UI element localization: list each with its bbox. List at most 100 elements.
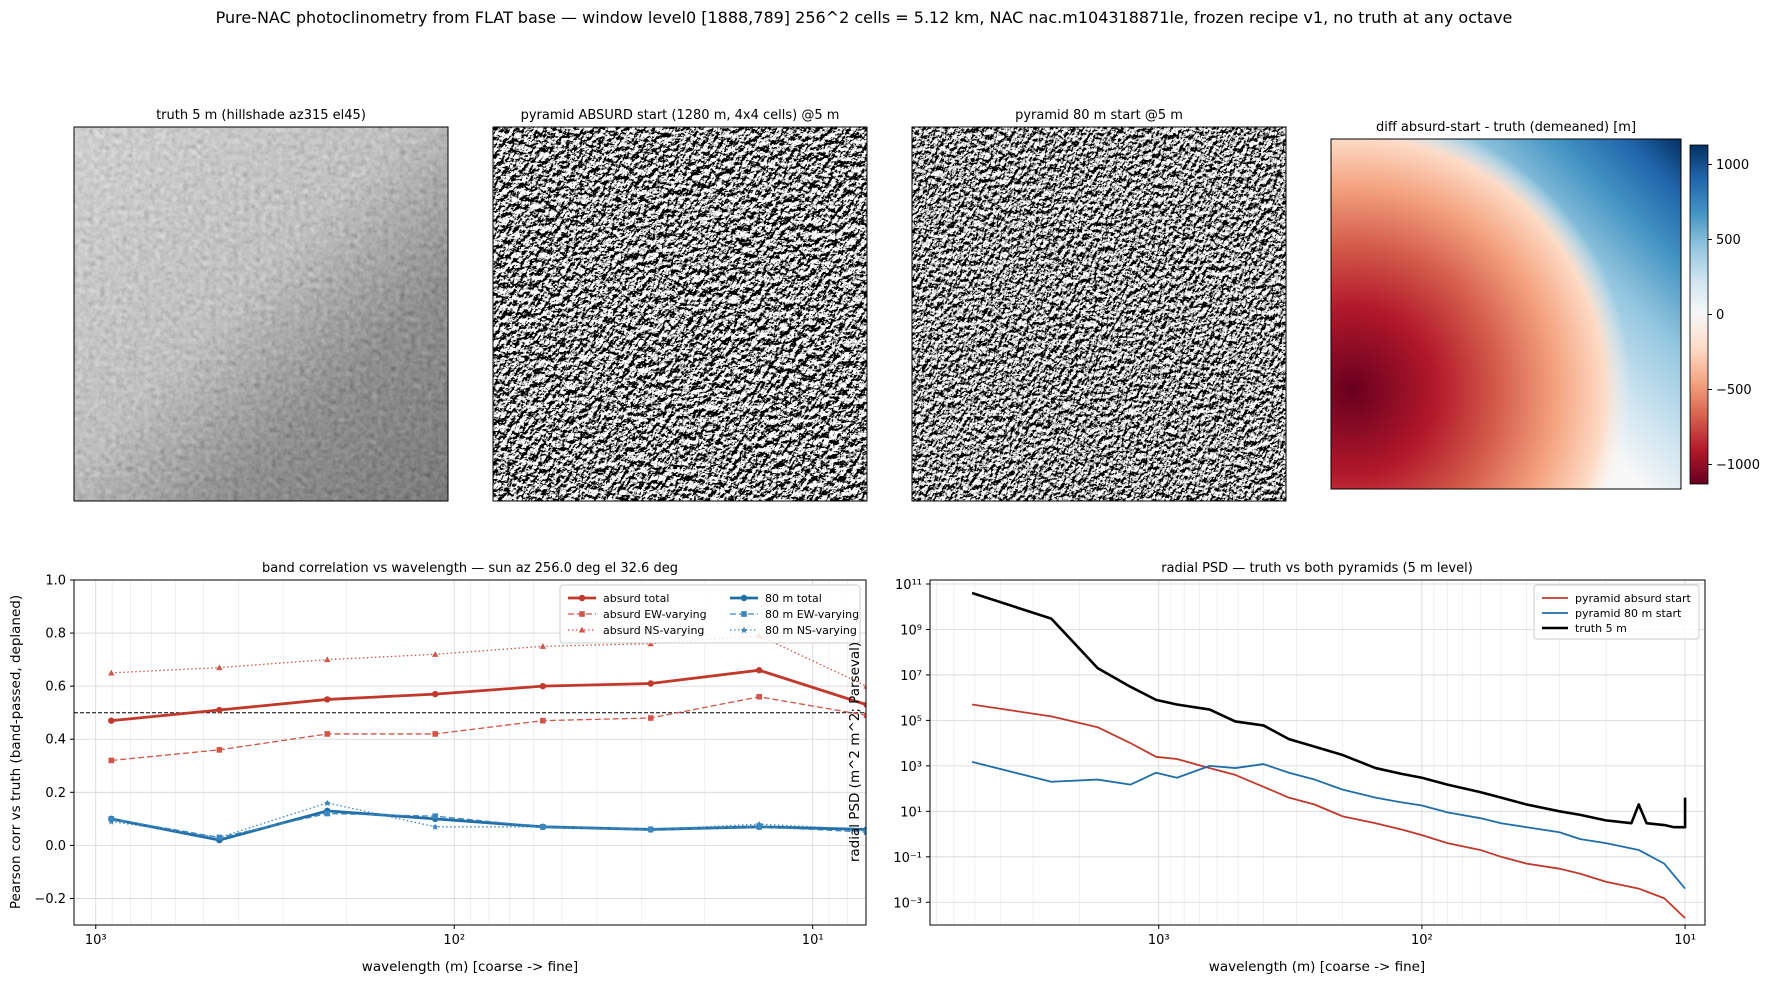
corr-point [863,684,866,689]
corr-point [647,715,654,721]
psd-y-tick-label: 10⁻³ [893,896,922,911]
corr-point [756,693,762,700]
corr-point [863,827,866,833]
corr-legend-label: 80 m NS-varying [765,624,857,637]
psd-grid [930,580,1705,925]
psd-y-tick-label: 10¹ [900,805,922,820]
corr-point [108,818,115,825]
corr-plot-area [108,632,866,844]
psd-legend: pyramid absurd start pyramid 80 m start tr… [1533,584,1700,640]
psd-chart: 10¹¹ 10⁹ 10⁷ 10⁵ 10³ 10¹ 10⁻¹ 10⁻³ 10³ 10² 10¹ pyra… [893,578,1706,948]
corr-x-tick-label: 10² [443,933,465,948]
psd-legend-label: truth 5 m [1575,622,1627,635]
corr-point [324,656,331,663]
corr-point [756,824,762,830]
psd-series-line [971,760,1686,890]
corr-y-tick-label: 1.0 [45,574,66,589]
corr-point [540,717,546,724]
suptitle: Pure-NAC photoclinometry from FLAT base … [216,8,1513,27]
diff-panel-title: diff absurd-start - truth (demeaned) [m] [1376,120,1636,135]
psd-plot-area [971,591,1687,919]
corr-point [216,664,223,671]
start80-panel-title: pyramid 80 m start @5 m [1015,108,1183,123]
diff-colorbar [1689,144,1709,485]
corr-y-tick-label: 0.0 [45,839,66,854]
corr-series-line [111,802,866,839]
psd-legend-label: pyramid 80 m start [1575,607,1682,620]
corr-series-line [111,812,866,839]
corr-legend-marker [741,611,747,617]
corr-point [108,717,115,724]
corr-point [539,682,547,690]
psd-ylabel: radial PSD (m^2 m^2; Parseval) [847,642,863,862]
psd-y-tick-label: 10⁹ [900,623,922,638]
corr-legend-box [559,584,861,644]
diff-colorbar-ticks: 1000 500 0 −500 −1000 [1708,158,1760,473]
colorbar-tick-label: 500 [1716,233,1741,248]
psd-y-tick-label: 10¹¹ [895,578,922,593]
corr-point [539,823,547,831]
psd-y-tick-label: 10⁻¹ [893,851,922,866]
corr-point [863,712,866,719]
corr-chart: −0.2 0.0 0.2 0.4 0.6 0.8 1.0 10³ 10² 10¹ absurd to… [34,574,867,948]
corr-point [108,669,115,676]
psd-y-tick-label: 10³ [900,760,922,775]
psd-series-line [971,703,1686,919]
psd-x-tick-label: 10³ [1148,933,1170,948]
colorbar-tick-label: 1000 [1716,158,1749,173]
corr-xlabel: wavelength (m) [coarse -> fine] [362,959,578,975]
corr-point [647,680,654,687]
corr-legend-marker [740,594,748,602]
corr-series-line [111,696,866,762]
truth-panel-title: truth 5 m (hillshade az315 el45) [156,108,366,123]
corr-point [324,810,331,817]
corr-point [431,690,439,698]
corr-point [432,731,438,737]
psd-series-line [971,591,1687,829]
corr-point [216,706,223,714]
psd-axes-frame [929,579,1706,926]
corr-axes-frame [73,579,867,926]
corr-x-tick-label: 10³ [85,933,107,948]
psd-y-tick-label: 10⁵ [900,714,922,729]
corr-point [755,820,763,828]
psd-xlabel: wavelength (m) [coarse -> fine] [1209,959,1425,975]
corr-point [108,757,115,764]
psd-x-tick-label: 10¹ [1674,933,1696,948]
corr-x-tick-label: 10¹ [802,933,824,948]
corr-legend-label: absurd total [603,592,669,605]
psd-chart-title: radial PSD — truth vs both pyramids (5 m… [1161,561,1473,576]
corr-point [755,667,763,674]
start80-hillshade-image [911,126,1287,502]
corr-series-line [111,668,866,723]
corr-point [216,834,223,841]
colorbar-tick-label: 0 [1716,308,1724,323]
corr-legend-marker [578,594,586,602]
corr-legend: absurd total absurd EW-varying absurd NS-v… [559,584,861,644]
corr-legend-marker [578,626,586,633]
absurd-start-hillshade-image [492,126,868,502]
psd-legend-box [1533,584,1700,640]
absurd-panel-title: pyramid ABSURD start (1280 m, 4x4 cells)… [521,108,840,123]
corr-point [431,651,439,657]
corr-y-tick-label: 0.2 [45,786,66,801]
truth-hillshade-image [73,126,449,502]
corr-y-tick-label: 0.4 [45,733,66,748]
corr-point [432,813,438,819]
corr-point [647,826,654,833]
corr-y-tick-label: −0.2 [34,892,66,907]
corr-y-tick-label: 0.6 [45,680,66,695]
corr-ylabel: Pearson corr vs truth (band-passed, depl… [8,595,24,909]
corr-y-tick-label: 0.8 [45,627,66,642]
colorbar-tick-label: −500 [1716,383,1752,398]
corr-legend-marker [740,626,748,634]
corr-chart-title: band correlation vs wavelength — sun az … [262,561,678,576]
corr-legend-label: 80 m total [765,592,822,605]
psd-y-tick-label: 10⁷ [900,669,922,684]
corr-point [324,731,331,737]
corr-point [431,823,439,831]
colorbar-tick-label: −1000 [1716,458,1760,473]
corr-legend-label: absurd NS-varying [603,624,704,637]
corr-legend-label: absurd EW-varying [603,608,707,621]
